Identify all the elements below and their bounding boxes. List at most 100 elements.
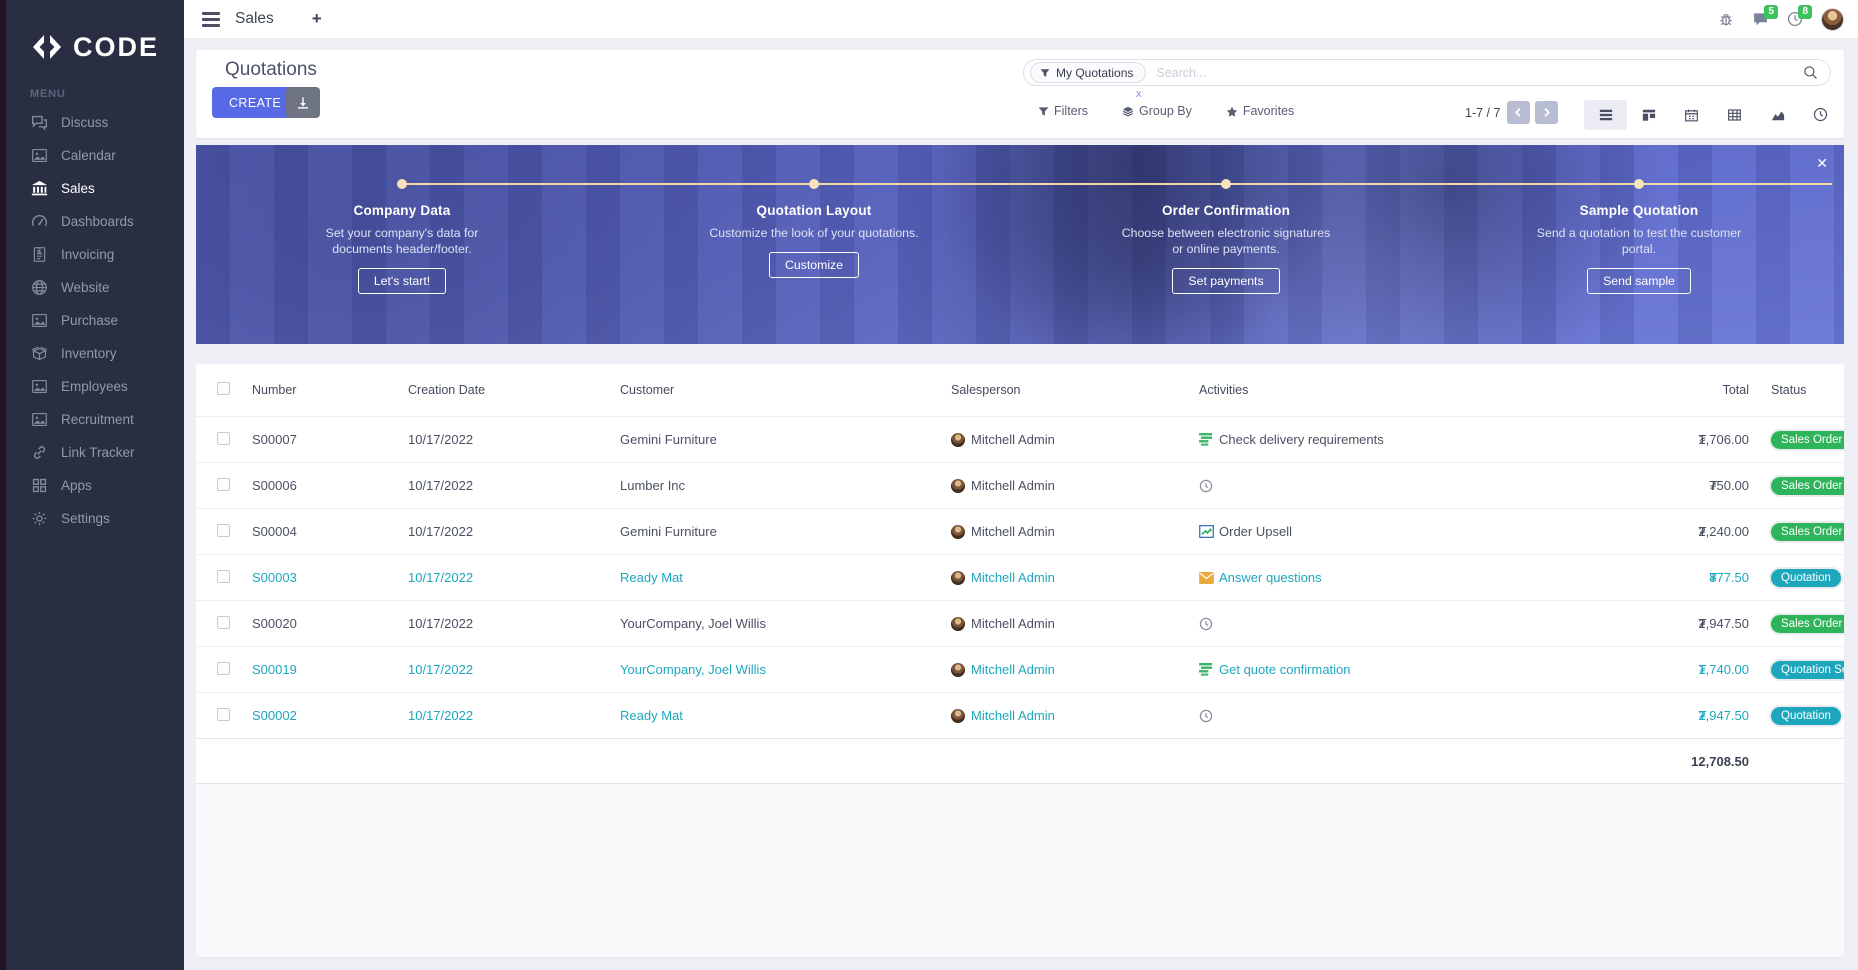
- control-panel: Quotations CREATE My Quotations x Filter…: [196, 50, 1844, 138]
- image-placeholder-icon: [31, 312, 48, 329]
- creation-date: 10/17/2022: [408, 478, 474, 493]
- messages-icon[interactable]: 5: [1752, 5, 1778, 27]
- debug-bug-icon[interactable]: [1718, 11, 1734, 27]
- order-total: ₮877.50: [1709, 570, 1749, 585]
- close-icon[interactable]: ✕: [1816, 155, 1828, 171]
- email-activity-icon: [1199, 571, 1214, 584]
- step-title: Company Data: [353, 203, 451, 218]
- pager-next-button[interactable]: [1535, 101, 1558, 124]
- todo-list-activity-icon: [1199, 663, 1214, 676]
- quotations-table-card: Number Creation Date Customer Salesperso…: [196, 364, 1844, 957]
- facet-remove-x[interactable]: x: [1136, 88, 1142, 100]
- column-header-creation-date[interactable]: Creation Date: [408, 383, 486, 397]
- order-total: ₮2,947.50: [1698, 708, 1749, 723]
- sidebar-item-purchase[interactable]: Purchase: [6, 304, 184, 337]
- view-kanban-button[interactable]: [1627, 100, 1670, 130]
- hamburger-menu-icon[interactable]: [202, 11, 220, 27]
- step-description: Set your company's data for documents he…: [325, 226, 479, 257]
- steps-connector-line: [402, 183, 1832, 185]
- sidebar-item-invoicing[interactable]: $ Invoicing: [6, 238, 184, 271]
- export-button[interactable]: [286, 87, 320, 118]
- salesperson-name: Mitchell Admin: [971, 432, 1055, 447]
- search-input[interactable]: [1156, 65, 1803, 80]
- search-facet-my-quotations[interactable]: My Quotations: [1030, 62, 1147, 83]
- table-row[interactable]: S00002 10/17/2022 Ready Mat Mitchell Adm…: [196, 692, 1844, 738]
- view-list-button[interactable]: [1584, 100, 1627, 130]
- sidebar-item-employees[interactable]: Employees: [6, 370, 184, 403]
- row-checkbox[interactable]: [217, 661, 230, 675]
- table-row[interactable]: S00003 10/17/2022 Ready Mat Mitchell Adm…: [196, 554, 1844, 600]
- window-edge: [0, 0, 6, 970]
- activity-label: Check delivery requirements: [1219, 432, 1384, 447]
- sidebar-item-label: Discuss: [61, 115, 109, 130]
- kanban-view-icon: [1641, 106, 1657, 124]
- sidebar-item-sales[interactable]: Sales: [6, 172, 184, 205]
- select-all-checkbox[interactable]: [217, 382, 230, 395]
- favorites-button[interactable]: Favorites: [1226, 104, 1294, 118]
- salesperson-avatar: [951, 662, 965, 677]
- user-avatar[interactable]: [1821, 7, 1844, 31]
- table-row[interactable]: S00007 10/17/2022 Gemini Furniture Mitch…: [196, 416, 1844, 462]
- sidebar-item-apps[interactable]: Apps: [6, 469, 184, 502]
- sidebar-item-settings[interactable]: Settings: [6, 502, 184, 535]
- row-checkbox[interactable]: [217, 569, 230, 583]
- view-calendar-button[interactable]: [1670, 100, 1713, 130]
- chevron-left-icon: [1514, 104, 1523, 119]
- column-header-customer[interactable]: Customer: [620, 383, 675, 397]
- sidebar-item-calendar[interactable]: Calendar: [6, 139, 184, 172]
- gauge-icon: [31, 213, 48, 230]
- row-checkbox[interactable]: [217, 707, 230, 721]
- activities-clock-icon[interactable]: 8: [1787, 5, 1812, 27]
- filters-button[interactable]: Filters: [1038, 104, 1088, 118]
- table-row[interactable]: S00020 10/17/2022 YourCompany, Joel Will…: [196, 600, 1844, 646]
- activity-view-icon: [1813, 106, 1828, 124]
- row-checkbox[interactable]: [217, 477, 230, 491]
- view-pivot-button[interactable]: [1713, 100, 1756, 130]
- add-tab-button[interactable]: +: [311, 9, 322, 28]
- list-view-icon: [1598, 106, 1614, 124]
- table-row[interactable]: S00004 10/17/2022 Gemini Furniture Mitch…: [196, 508, 1844, 554]
- sidebar-item-dashboards[interactable]: Dashboards: [6, 205, 184, 238]
- image-placeholder-icon: [31, 147, 48, 164]
- set-payments-button[interactable]: Set payments: [1172, 268, 1280, 295]
- sidebar-item-label: Link Tracker: [61, 445, 135, 460]
- sidebar-item-inventory[interactable]: Inventory: [6, 337, 184, 370]
- lets-start-button[interactable]: Let's start!: [357, 268, 447, 295]
- activities-count-badge: 8: [1798, 5, 1812, 19]
- column-header-total[interactable]: Total: [1722, 383, 1749, 397]
- messages-count-badge: 5: [1764, 5, 1778, 19]
- sidebar-item-discuss[interactable]: Discuss: [6, 106, 184, 139]
- send-sample-button[interactable]: Send sample: [1587, 268, 1691, 295]
- sidebar-item-label: Apps: [61, 478, 92, 493]
- row-checkbox[interactable]: [217, 523, 230, 537]
- status-badge: Sales Order: [1771, 522, 1844, 541]
- column-header-number[interactable]: Number: [252, 383, 297, 397]
- view-activity-button[interactable]: [1799, 100, 1842, 130]
- sidebar-item-label: Dashboards: [61, 214, 134, 229]
- view-graph-button[interactable]: [1756, 100, 1799, 130]
- facet-label: My Quotations: [1056, 65, 1134, 80]
- app-logo[interactable]: CODE: [6, 0, 184, 72]
- row-checkbox[interactable]: [217, 615, 230, 629]
- group-by-button[interactable]: Group By: [1122, 104, 1192, 118]
- quotations-table: Number Creation Date Customer Salesperso…: [196, 364, 1844, 784]
- pager-previous-button[interactable]: [1507, 101, 1530, 124]
- search-bar[interactable]: My Quotations x: [1023, 59, 1831, 100]
- search-icon[interactable]: [1803, 64, 1818, 82]
- sidebar-item-link-tracker[interactable]: Link Tracker: [6, 436, 184, 469]
- table-row[interactable]: S00019 10/17/2022 YourCompany, Joel Will…: [196, 646, 1844, 692]
- table-row[interactable]: S00006 10/17/2022 Lumber Inc Mitchell Ad…: [196, 462, 1844, 508]
- control-panel-bottom: Filters Group By Favorites 1-7 / 7: [196, 100, 1844, 134]
- row-checkbox[interactable]: [217, 431, 230, 445]
- sidebar-item-recruitment[interactable]: Recruitment: [6, 403, 184, 436]
- column-header-salesperson[interactable]: Salesperson: [951, 383, 1021, 397]
- customize-button[interactable]: Customize: [768, 252, 860, 279]
- column-header-status[interactable]: Status: [1771, 383, 1807, 397]
- create-button[interactable]: CREATE: [212, 87, 299, 118]
- customer-name: Ready Mat: [620, 708, 683, 723]
- graph-view-icon: [1770, 106, 1786, 124]
- salesperson-name: Mitchell Admin: [971, 662, 1055, 677]
- column-header-activities[interactable]: Activities: [1199, 383, 1249, 397]
- sidebar-item-website[interactable]: Website: [6, 271, 184, 304]
- current-app-label[interactable]: Sales: [235, 10, 274, 27]
